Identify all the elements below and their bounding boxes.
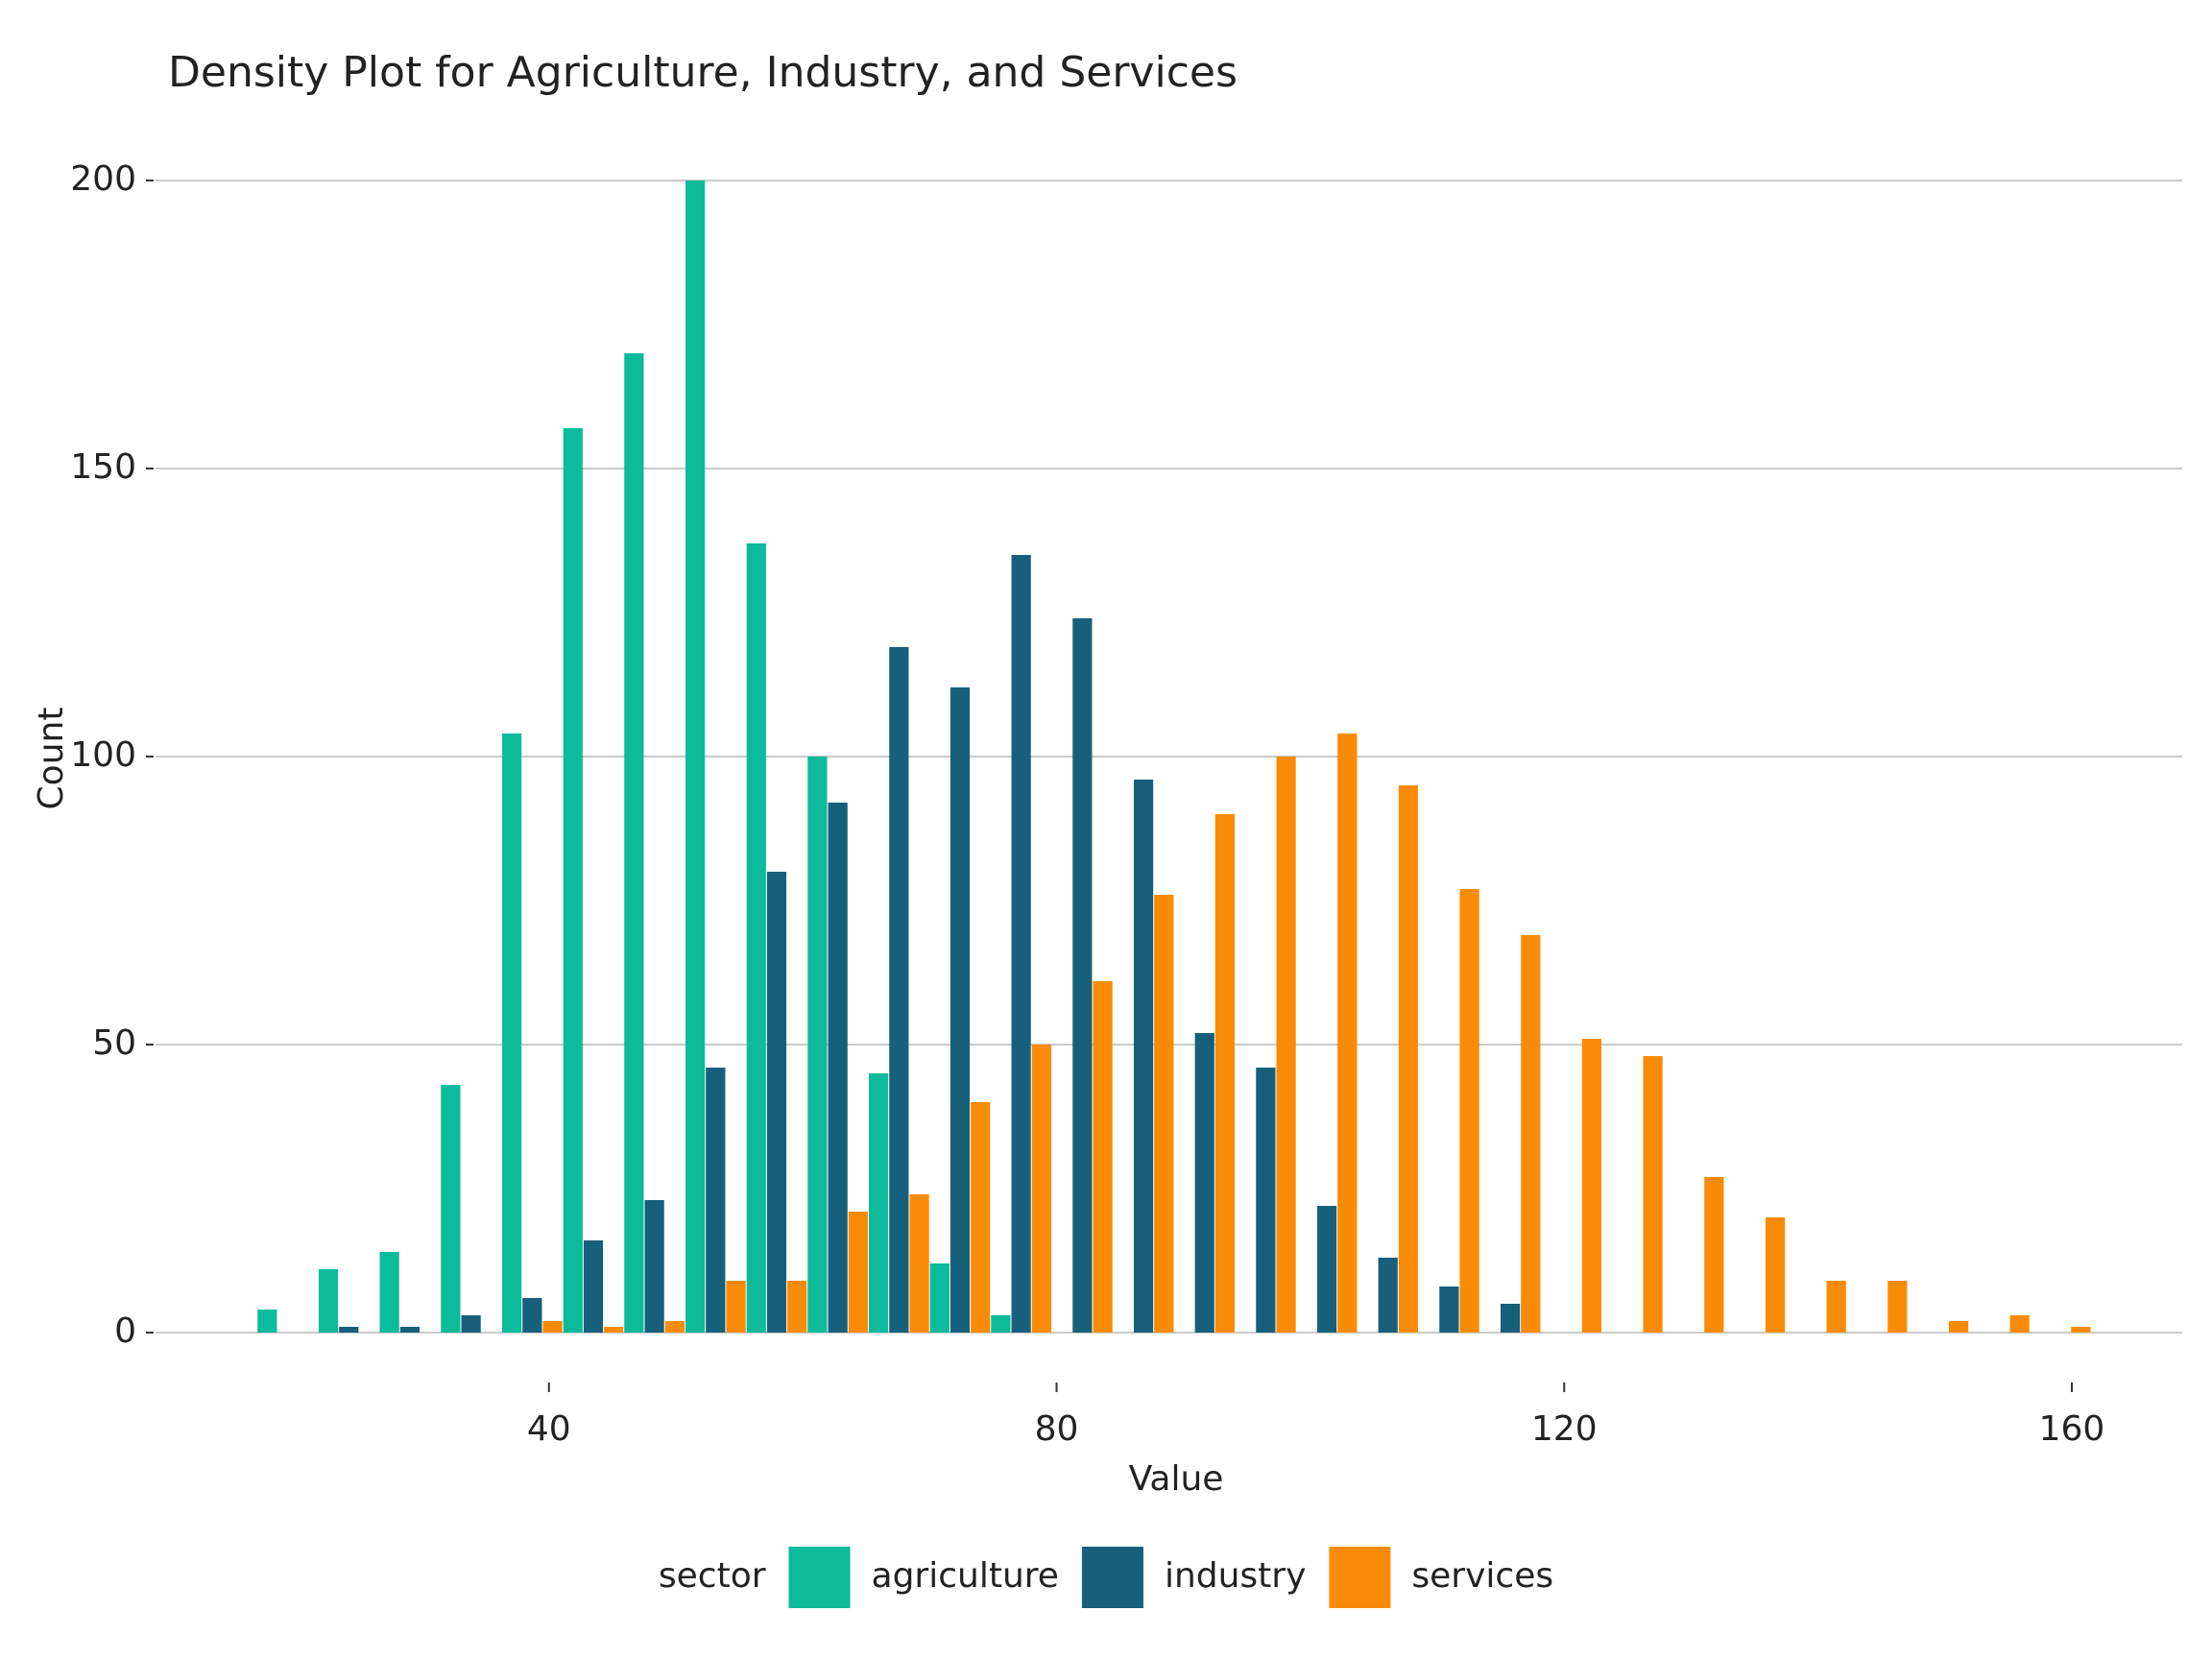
- y-tick-label: 200: [70, 159, 136, 199]
- bar: [1072, 618, 1093, 1333]
- bar: [1093, 981, 1113, 1333]
- bar: [644, 1200, 664, 1333]
- x-tick-label: 120: [1531, 1409, 1598, 1449]
- bar: [1133, 780, 1154, 1333]
- x-tick-label: 40: [527, 1409, 571, 1449]
- legend-label: industry: [1165, 1556, 1306, 1596]
- legend-label: services: [1411, 1556, 1553, 1596]
- bar: [399, 1327, 421, 1333]
- y-tick-label: 150: [70, 447, 136, 487]
- bar: [889, 647, 909, 1333]
- legend-label: agriculture: [872, 1556, 1059, 1596]
- bar: [1643, 1056, 1663, 1333]
- x-axis-label: Value: [1129, 1459, 1224, 1499]
- bar: [1826, 1281, 1846, 1333]
- legend-title: sector: [659, 1556, 766, 1596]
- bar: [1765, 1217, 1786, 1333]
- x-tick-label: 80: [1035, 1409, 1079, 1449]
- bar: [991, 1315, 1011, 1333]
- bar: [929, 1263, 950, 1333]
- bar: [746, 543, 766, 1333]
- bar: [868, 1073, 889, 1333]
- bar: [706, 1068, 726, 1333]
- bar: [1704, 1177, 1724, 1333]
- bar: [1256, 1068, 1276, 1333]
- bar: [1500, 1304, 1521, 1333]
- chart-title: Density Plot for Agriculture, Industry, …: [168, 48, 1238, 97]
- bar: [1154, 895, 1174, 1333]
- bar: [848, 1212, 868, 1333]
- bar: [807, 757, 828, 1333]
- bar: [664, 1321, 685, 1333]
- y-tick-label: 100: [70, 735, 136, 775]
- bar: [583, 1240, 604, 1333]
- bar: [1398, 785, 1419, 1333]
- bar: [1887, 1281, 1908, 1333]
- y-tick-label: 0: [114, 1311, 136, 1351]
- y-tick-label: 50: [92, 1023, 136, 1063]
- bar: [1439, 1286, 1459, 1333]
- legend-swatch: [788, 1547, 851, 1608]
- legend: sector agriculture industry services: [659, 1547, 1553, 1608]
- legend-swatch: [1329, 1547, 1391, 1608]
- bar: [2071, 1327, 2091, 1333]
- bar: [971, 1102, 991, 1333]
- bar: [1214, 814, 1236, 1333]
- bar: [339, 1327, 359, 1333]
- bar: [1948, 1321, 1969, 1333]
- bar: [1459, 889, 1479, 1333]
- bar: [1581, 1039, 1602, 1333]
- bar: [950, 687, 971, 1333]
- bar: [787, 1281, 807, 1333]
- bar: [604, 1327, 624, 1333]
- bar: [2009, 1315, 2030, 1333]
- legend-swatch: [1081, 1547, 1143, 1608]
- bar: [685, 180, 706, 1333]
- bar: [318, 1269, 339, 1333]
- bar: [1276, 757, 1296, 1333]
- bar: [1031, 1045, 1051, 1333]
- bar: [379, 1252, 399, 1333]
- bar: [257, 1310, 277, 1333]
- bar: [726, 1281, 746, 1333]
- bar: [624, 353, 644, 1333]
- bar: [563, 428, 583, 1333]
- bar: [1378, 1258, 1398, 1333]
- bar: [1316, 1206, 1337, 1333]
- bar: [828, 803, 848, 1333]
- bar: [501, 733, 522, 1333]
- bar: [542, 1321, 563, 1333]
- bar: [1194, 1033, 1214, 1333]
- bar: [522, 1298, 542, 1333]
- bar: [909, 1194, 929, 1333]
- x-tick-label: 160: [2039, 1409, 2105, 1449]
- bar: [461, 1315, 481, 1333]
- bar: [766, 872, 787, 1333]
- bar: [1337, 733, 1358, 1333]
- bar: [441, 1085, 461, 1333]
- bar: [1011, 555, 1031, 1333]
- bar: [1521, 935, 1541, 1333]
- y-axis-label: Count: [32, 708, 71, 810]
